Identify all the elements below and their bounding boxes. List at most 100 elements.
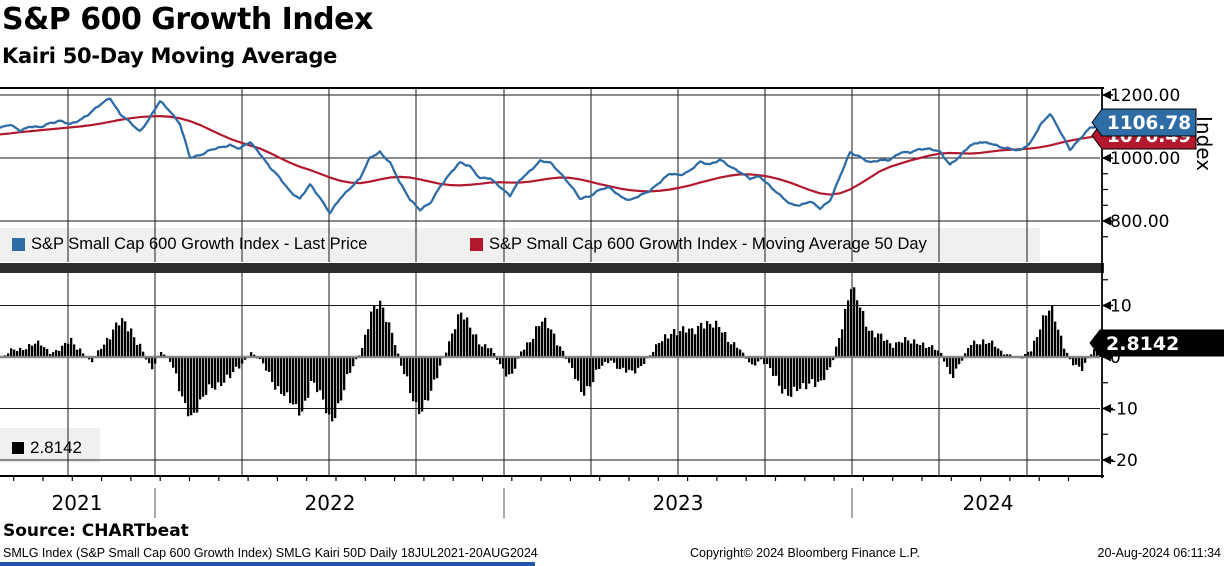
kairi-bar — [439, 357, 442, 366]
legend-item-last-price[interactable]: S&P Small Cap 600 Growth Index - Last Pr… — [12, 235, 367, 254]
kairi-bar — [460, 312, 463, 357]
kairi-bar — [76, 349, 79, 357]
kairi-bar — [361, 347, 364, 357]
kairi-bar — [553, 333, 556, 357]
kairi-bar — [625, 357, 628, 373]
kairi-bar — [607, 357, 610, 364]
kairi-bar — [919, 345, 922, 357]
kairi-bar — [628, 357, 631, 370]
kairi-bar — [304, 357, 307, 401]
kairi-bar — [169, 357, 172, 362]
kairi-bar — [217, 357, 220, 383]
kairi-axis-tick-label: -10 — [1110, 400, 1138, 420]
axis-tick-arrow-icon — [1102, 404, 1111, 413]
kairi-bar — [934, 349, 937, 357]
kairi-bar — [364, 334, 367, 357]
kairi-bar — [7, 353, 10, 357]
kairi-bar — [787, 357, 790, 396]
kairi-bar — [550, 329, 553, 357]
axis-tick-arrow-icon — [1102, 153, 1111, 163]
kairi-bar — [586, 357, 589, 387]
kairi-bar — [388, 322, 391, 357]
kairi-bar — [421, 357, 424, 412]
kairi-bar — [868, 330, 871, 357]
kairi-bar — [184, 357, 187, 403]
legend-item-moving-average[interactable]: S&P Small Cap 600 Growth Index - Moving … — [470, 235, 927, 254]
kairi-bar — [325, 357, 328, 414]
kairi-bar — [928, 347, 931, 357]
kairi-bar — [631, 357, 634, 371]
kairi-bar — [973, 340, 976, 357]
kairi-bar — [331, 357, 334, 422]
kairi-bar — [670, 334, 673, 357]
kairi-bar — [298, 357, 301, 416]
kairi-bar — [43, 347, 46, 357]
kairi-bar — [718, 327, 721, 357]
last-price-tag-value: 1106.78 — [1107, 113, 1191, 134]
kairi-bar — [463, 319, 466, 357]
kairi-bar — [943, 357, 946, 362]
x-axis-year-label: 2023 — [653, 491, 704, 515]
kairi-bar — [547, 328, 550, 357]
kairi-bar — [10, 348, 13, 357]
kairi-bar — [592, 357, 595, 383]
kairi-bar — [619, 357, 622, 370]
kairi-bar — [616, 357, 619, 369]
kairi-bar — [34, 343, 37, 357]
kairi-bar — [229, 357, 232, 379]
kairi-bar — [1006, 354, 1009, 357]
kairi-legend[interactable]: 2.8142 — [12, 438, 82, 458]
kairi-bar — [1093, 349, 1096, 357]
kairi-bar — [13, 349, 16, 357]
kairi-bar — [343, 357, 346, 391]
kairi-bar — [466, 317, 469, 357]
kairi-bar — [301, 357, 304, 412]
kairi-bar — [151, 357, 154, 370]
kairi-bar — [484, 344, 487, 357]
last-price-tag[interactable] — [1091, 108, 1197, 137]
kairi-bar — [901, 342, 904, 357]
kairi-bar — [136, 345, 139, 357]
kairi-bar — [571, 357, 574, 369]
kairi-bar — [199, 357, 202, 400]
kairi-bar — [805, 357, 808, 390]
kairi-bar — [1051, 305, 1054, 357]
kairi-bar — [19, 347, 22, 357]
kairi-bar — [322, 357, 325, 400]
legend-label: S&P Small Cap 600 Growth Index - Moving … — [489, 235, 927, 253]
kairi-bar — [754, 357, 757, 366]
kairi-bar — [664, 334, 667, 357]
kairi-bar — [409, 357, 412, 393]
kairi-bar — [556, 345, 559, 357]
kairi-bar — [283, 357, 286, 396]
kairi-bar — [133, 337, 136, 357]
kairi-bar — [508, 357, 511, 375]
kairi-value-tag[interactable] — [1089, 329, 1224, 357]
kairi-bar — [307, 357, 310, 398]
kairi-bar — [991, 340, 994, 357]
kairi-bar — [373, 305, 376, 357]
kairi-bar — [274, 357, 277, 390]
axis-tick-arrow-icon — [1102, 90, 1111, 100]
kairi-bar — [1033, 340, 1036, 357]
kairi-bar — [931, 345, 934, 357]
kairi-bar — [796, 357, 799, 392]
kairi-bar — [832, 357, 835, 361]
kairi-bar — [946, 357, 949, 367]
kairi-bar — [379, 300, 382, 357]
kairi-bar — [190, 357, 193, 416]
kairi-bar — [268, 357, 271, 372]
kairi-axis-tick-label: 10 — [1110, 297, 1132, 317]
kairi-bar — [1090, 354, 1093, 357]
kairi-bar — [715, 320, 718, 357]
kairi-bar — [208, 357, 211, 385]
kairi-bar — [583, 357, 586, 396]
kairi-bar — [457, 314, 460, 357]
kairi-bar — [577, 357, 580, 381]
kairi-bar — [22, 350, 25, 357]
kairi-bar — [181, 357, 184, 397]
kairi-bar — [127, 331, 130, 357]
kairi-bar — [1042, 315, 1045, 357]
kairi-bar — [841, 329, 844, 357]
